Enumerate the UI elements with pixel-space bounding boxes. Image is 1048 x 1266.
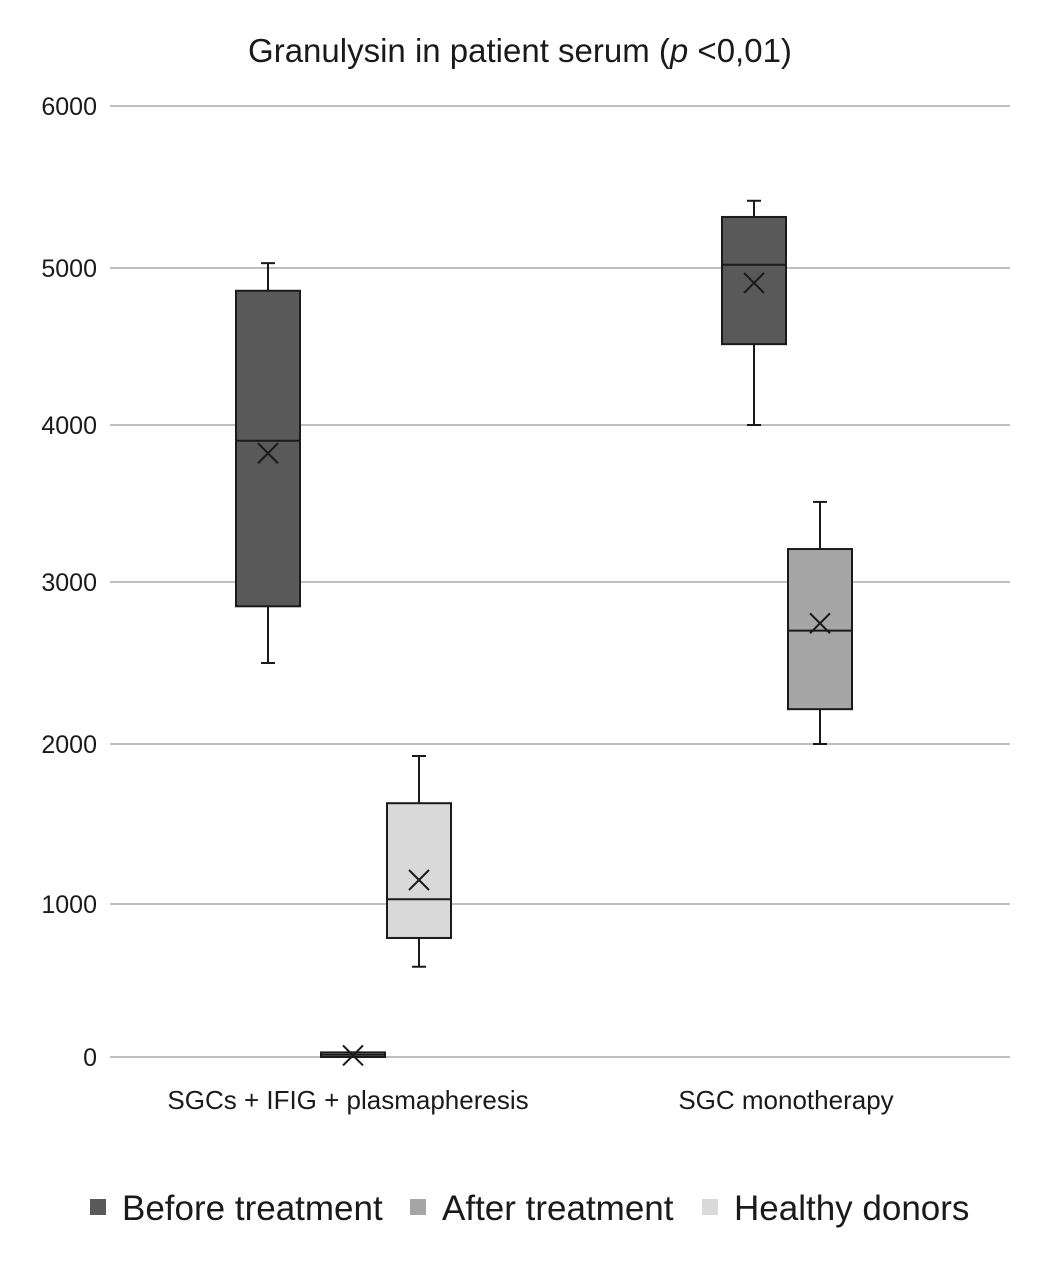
box-iqr (721, 215, 787, 346)
box-before-treatment (235, 262, 301, 664)
legend-label: After treatment (442, 1189, 674, 1228)
y-tick-label: 3000 (41, 569, 97, 597)
box-after-treatment (320, 1044, 386, 1067)
category-label: SGC monotherapy (678, 1085, 893, 1115)
box-iqr (386, 802, 452, 939)
y-tick-label: 1000 (41, 891, 97, 919)
y-tick-label: 4000 (41, 412, 97, 440)
category-label: SGCs + IFIG + plasmapheresis (167, 1085, 528, 1115)
legend-swatch (90, 1199, 106, 1215)
box-iqr (235, 289, 301, 608)
y-tick-label: 0 (83, 1044, 97, 1072)
y-tick-label: 2000 (41, 731, 97, 759)
box-after-treatment (787, 500, 853, 745)
legend-label: Before treatment (122, 1189, 383, 1228)
legend-item: After treatment (410, 1189, 674, 1228)
y-tick-label: 5000 (41, 255, 97, 283)
mean-marker (408, 869, 430, 891)
chart-title: Granulysin in patient serum (p <0,01) (248, 32, 792, 69)
legend-item: Before treatment (90, 1189, 383, 1228)
y-tick-label: 6000 (41, 93, 97, 121)
mean-marker (257, 442, 279, 464)
box-healthy-donors (386, 755, 452, 968)
legend-item: Healthy donors (702, 1189, 969, 1228)
legend-label: Healthy donors (734, 1189, 969, 1228)
legend-swatch (410, 1199, 426, 1215)
mean-marker (809, 612, 831, 635)
mean-marker (342, 1044, 364, 1067)
box-iqr (787, 548, 853, 711)
legend-swatch (702, 1199, 718, 1215)
mean-marker (743, 272, 765, 294)
box-before-treatment (721, 199, 787, 426)
